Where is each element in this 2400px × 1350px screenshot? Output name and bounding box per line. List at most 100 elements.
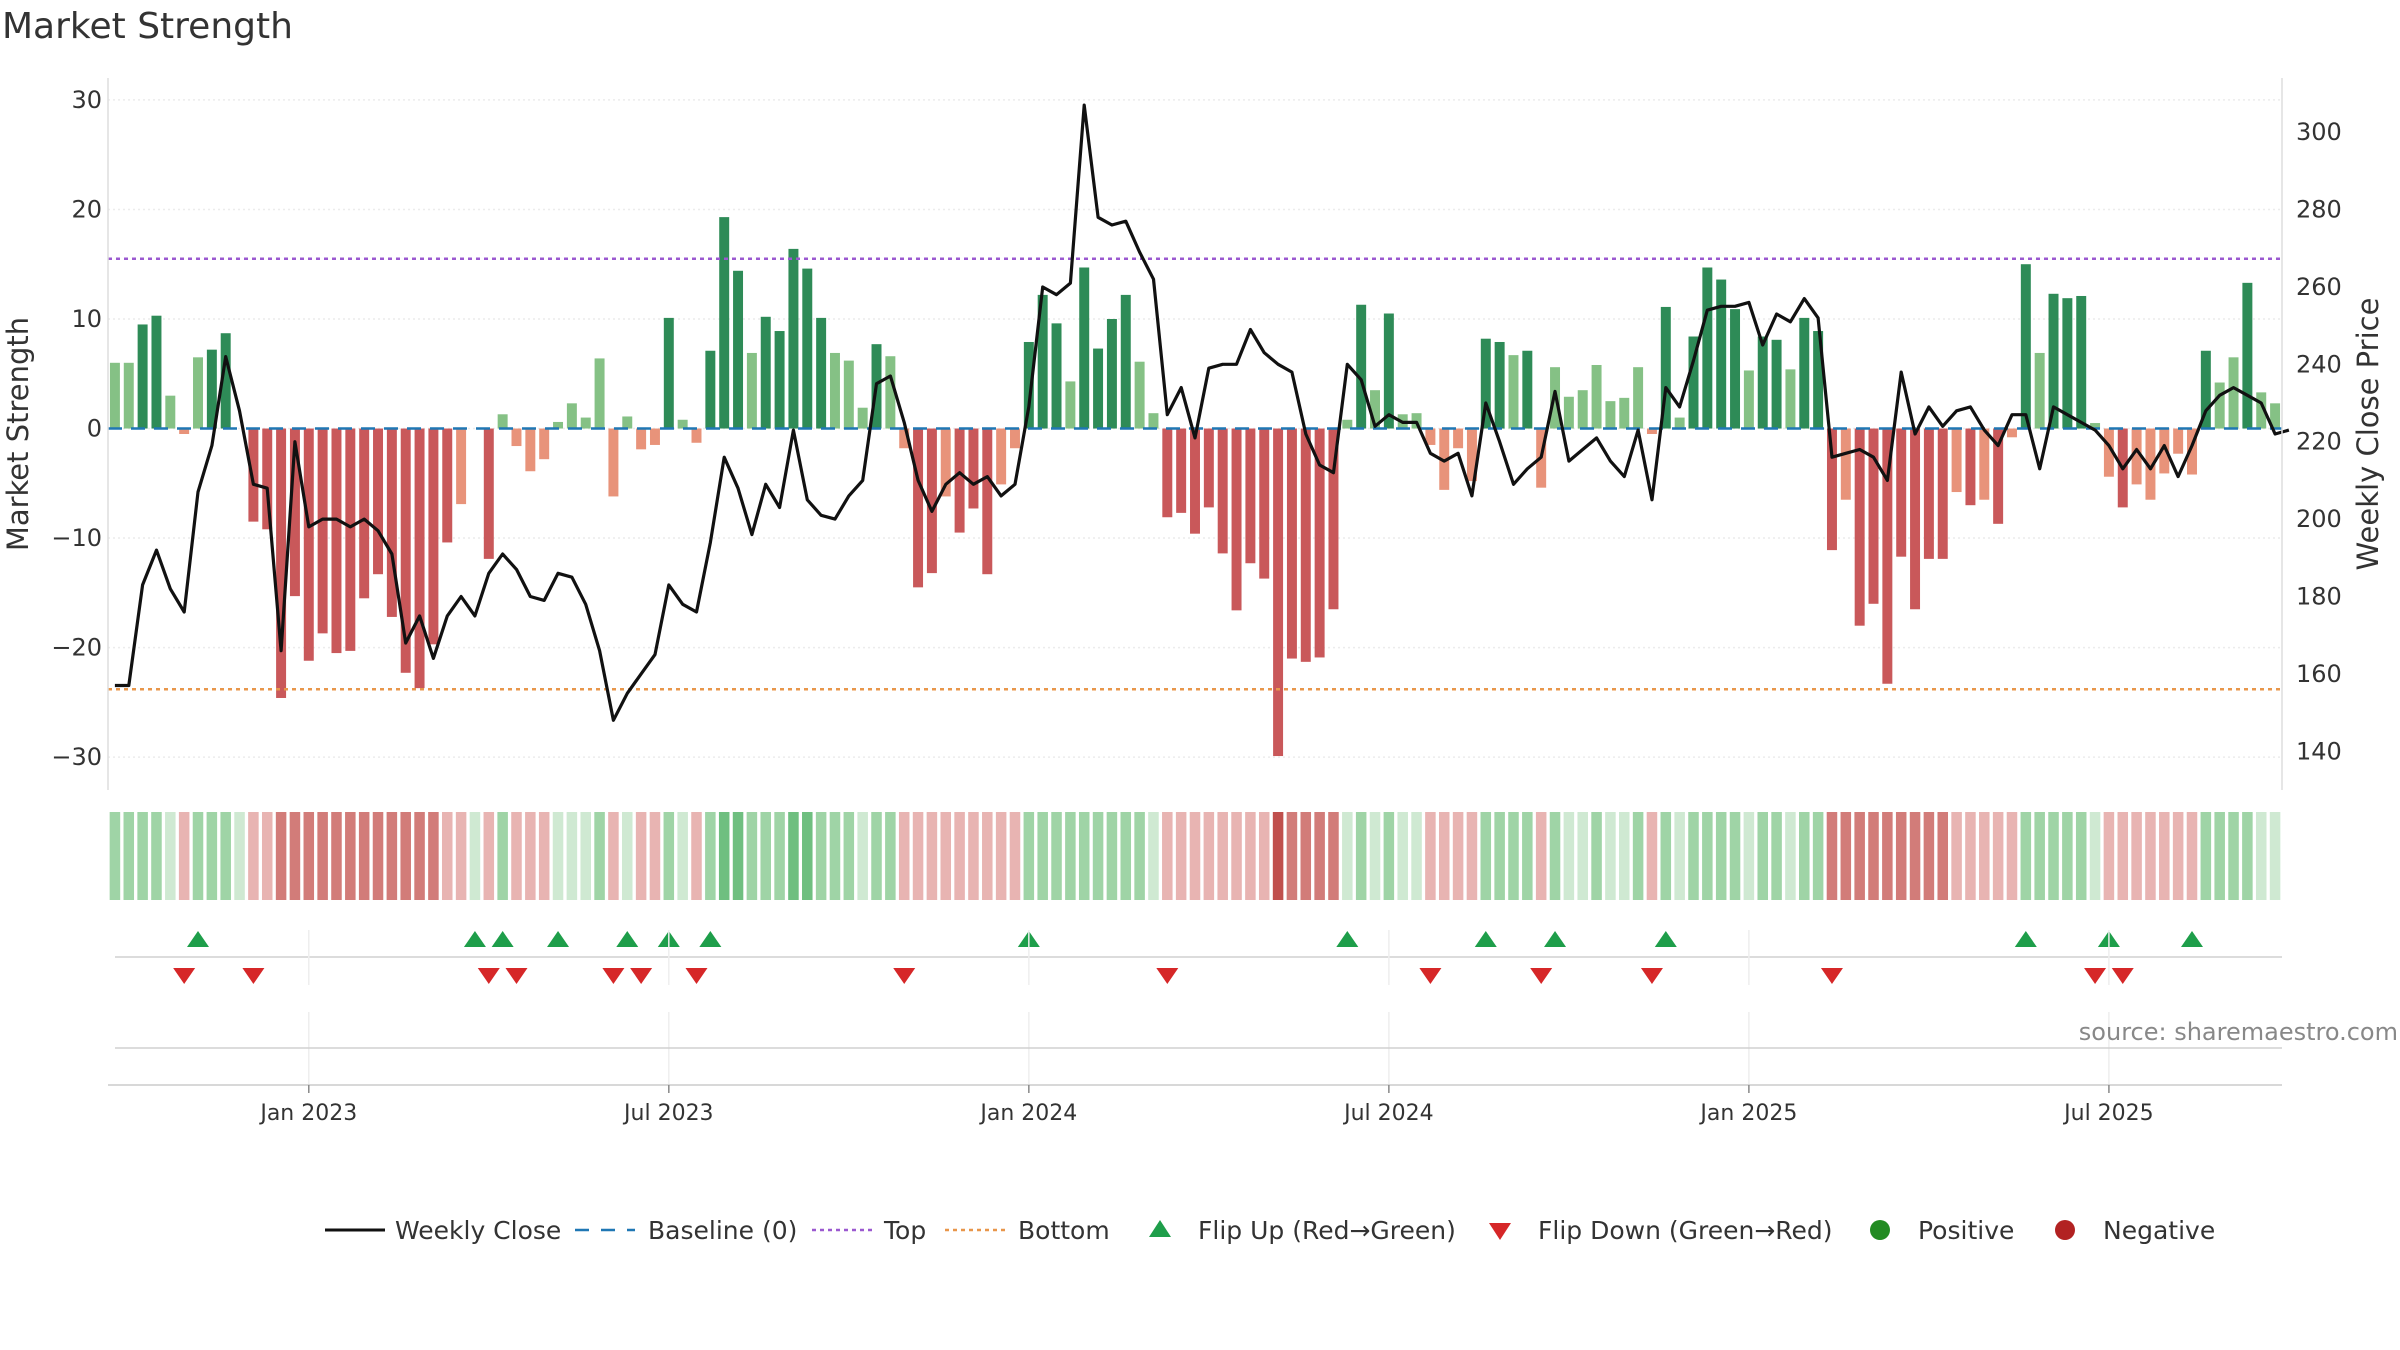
regime-cell: [2228, 812, 2239, 900]
regime-cell: [511, 812, 522, 900]
strength-bar: [1065, 381, 1076, 429]
regime-cell: [635, 812, 647, 900]
strength-bar: [1037, 294, 1048, 429]
strength-bar: [262, 428, 273, 530]
regime-cell: [372, 812, 384, 900]
regime-cell: [1646, 812, 1658, 900]
flip-down-marker: [893, 968, 916, 984]
strength-bar: [1273, 428, 1284, 757]
flip-down-marker: [477, 968, 500, 984]
regime-cell: [1826, 812, 1838, 900]
strength-bar: [373, 428, 384, 575]
strength-bar: [137, 324, 148, 429]
flip-up-marker: [491, 931, 514, 947]
regime-cell: [455, 812, 467, 900]
strength-bar: [1162, 428, 1173, 518]
flip-down-marker: [1640, 968, 1663, 984]
strength-bar: [982, 428, 993, 575]
regime-cell: [2048, 812, 2059, 900]
regime-cell: [968, 812, 979, 900]
y2-tick-label: 280: [2296, 196, 2342, 224]
strength-bar: [885, 356, 896, 429]
regime-cell: [622, 812, 633, 900]
strength-bar: [109, 362, 120, 429]
strength-bar: [2103, 428, 2114, 477]
regime-cell: [705, 812, 716, 900]
regime-cell: [1300, 812, 1312, 900]
regime-cell: [178, 812, 190, 900]
y2-tick-label: 200: [2296, 505, 2342, 533]
strength-bar: [649, 428, 660, 445]
flip-down-marker: [1156, 968, 1179, 984]
regime-cell: [1799, 812, 1810, 900]
x-tick-label: Jan 2023: [258, 1101, 357, 1126]
strength-bar: [1245, 428, 1256, 564]
strength-bar: [2270, 403, 2281, 429]
regime-cell: [1674, 812, 1685, 900]
strength-bar: [1619, 397, 1630, 429]
regime-cell: [1937, 812, 1949, 900]
legend-label: Negative: [2103, 1216, 2215, 1245]
strength-bar: [1743, 370, 1754, 429]
regime-cell: [594, 812, 605, 900]
strength-bar: [123, 362, 134, 429]
strength-bar: [1868, 428, 1879, 604]
regime-cell: [2242, 812, 2253, 900]
strength-bar: [1688, 336, 1699, 429]
flip-up-marker: [187, 931, 210, 947]
strength-bar: [566, 403, 577, 429]
strength-bar: [733, 270, 744, 429]
regime-cell: [691, 812, 702, 900]
regime-cell: [1577, 812, 1588, 900]
legend-swatch-positive: [1870, 1220, 1890, 1240]
regime-cell: [1134, 812, 1145, 900]
strength-bar: [1203, 428, 1214, 508]
strength-bar: [2242, 282, 2253, 429]
flip-up-marker: [547, 931, 570, 947]
strength-bar: [1979, 428, 1990, 500]
regime-cell: [275, 812, 287, 900]
regime-cell: [1189, 812, 1201, 900]
strength-bar: [303, 428, 314, 661]
strength-bar: [1134, 361, 1145, 429]
regime-cell: [400, 812, 411, 900]
regime-cell: [829, 812, 841, 900]
flip-down-marker: [2111, 968, 2134, 984]
regime-cell: [995, 812, 1007, 900]
strength-bar: [926, 428, 937, 574]
strength-bar: [359, 428, 370, 599]
strength-bar: [1923, 428, 1934, 559]
regime-cell: [566, 812, 578, 900]
strength-bar: [1840, 428, 1851, 500]
strength-bar: [608, 428, 619, 497]
strength-bar: [996, 428, 1007, 485]
strength-bar: [2020, 264, 2031, 429]
regime-cell: [1965, 812, 1976, 900]
regime-cell: [1162, 812, 1173, 900]
strength-bar: [400, 428, 411, 673]
regime-cell: [1369, 812, 1381, 900]
regime-cell: [1785, 812, 1796, 900]
strength-bar: [539, 428, 550, 460]
regime-cell: [1217, 812, 1228, 900]
strength-bar: [1799, 317, 1810, 429]
y-tick-label: 20: [71, 195, 102, 223]
strength-bar: [1882, 428, 1893, 684]
strength-bar: [940, 428, 951, 497]
strength-bar: [691, 428, 702, 443]
strength-bar: [677, 419, 688, 429]
strength-bar: [1148, 413, 1159, 429]
regime-cell: [649, 812, 661, 900]
regime-cell: [1231, 812, 1242, 900]
strength-bar: [968, 428, 979, 509]
regime-cell: [1715, 812, 1727, 900]
regime-cell: [1272, 812, 1284, 900]
strength-bar: [1425, 428, 1436, 445]
regime-cell: [2255, 812, 2267, 900]
regime-cell: [2006, 812, 2018, 900]
strength-bar: [913, 428, 924, 588]
strength-bar: [2256, 392, 2267, 429]
regime-cell: [1106, 812, 1118, 900]
strength-bar: [2200, 350, 2211, 429]
